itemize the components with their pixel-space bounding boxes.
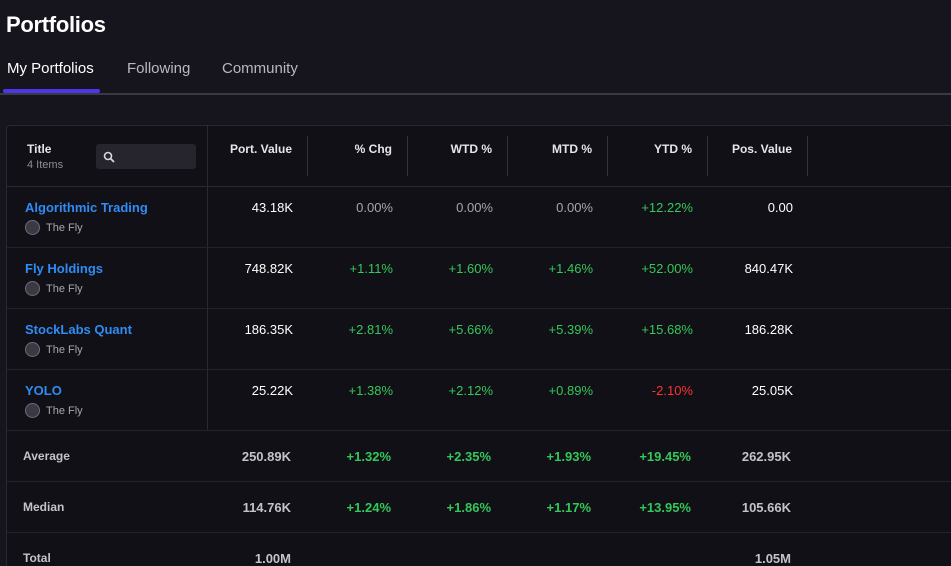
avatar: [25, 342, 40, 357]
table-row[interactable]: YOLO The Fly 25.22K +1.38% +2.12% +0.89%…: [7, 370, 951, 431]
portfolio-name-link[interactable]: StockLabs Quant: [25, 322, 132, 337]
table-row[interactable]: Algorithmic Trading The Fly 43.18K 0.00%…: [7, 187, 951, 248]
summary-row-average: Average 250.89K +1.32% +2.35% +1.93% +19…: [7, 431, 951, 482]
summary-label: Average: [23, 449, 70, 463]
port-value-cell: 186.35K: [244, 322, 293, 337]
port-value-cell: 25.22K: [251, 383, 293, 398]
ytd-cell: +52.00%: [641, 261, 693, 276]
portfolio-name-link[interactable]: YOLO: [25, 383, 62, 398]
header-pct-chg[interactable]: % Chg: [354, 142, 392, 156]
table-row[interactable]: Fly Holdings The Fly 748.82K +1.11% +1.6…: [7, 248, 951, 309]
summary-port-value: 1.00M: [254, 551, 291, 566]
pct-chg-cell: +1.11%: [349, 261, 394, 276]
wtd-cell: +1.60%: [448, 261, 493, 276]
owner-name: The Fly: [46, 404, 83, 417]
summary-label: Total: [23, 551, 51, 565]
avatar: [25, 220, 40, 235]
mtd-cell: +5.39%: [548, 322, 593, 337]
table-row[interactable]: StockLabs Quant The Fly 186.35K +2.81% +…: [7, 309, 951, 370]
column-divider[interactable]: [607, 136, 608, 176]
column-divider[interactable]: [507, 136, 508, 176]
mtd-cell: +1.46%: [548, 261, 593, 276]
search-field[interactable]: [119, 150, 189, 163]
tab-my-portfolios[interactable]: My Portfolios: [7, 60, 94, 77]
column-divider[interactable]: [307, 136, 308, 176]
ytd-cell: +15.68%: [641, 322, 693, 337]
summary-row-median: Median 114.76K +1.24% +1.86% +1.17% +13.…: [7, 482, 951, 533]
wtd-cell: +5.66%: [448, 322, 493, 337]
port-value-cell: 43.18K: [251, 200, 293, 215]
portfolio-name-link[interactable]: Algorithmic Trading: [25, 200, 148, 215]
column-divider[interactable]: [807, 136, 808, 176]
summary-port-value: 250.89K: [241, 449, 291, 464]
summary-pos-value: 1.05M: [754, 551, 791, 566]
summary-mtd: +1.93%: [546, 449, 591, 464]
summary-pct-chg: +1.24%: [346, 500, 391, 515]
summary-wtd: +1.86%: [446, 500, 491, 515]
wtd-cell: 0.00%: [456, 200, 493, 215]
summary-port-value: 114.76K: [242, 500, 291, 515]
active-tab-indicator: [3, 89, 100, 93]
ytd-cell: +12.22%: [641, 200, 693, 215]
header-pos-value[interactable]: Pos. Value: [731, 142, 792, 156]
summary-mtd: +1.17%: [546, 500, 591, 515]
header-port-value[interactable]: Port. Value: [229, 142, 292, 156]
owner: The Fly: [25, 281, 83, 296]
summary-pos-value: 105.66K: [741, 500, 791, 515]
owner: The Fly: [25, 220, 83, 235]
header-wtd[interactable]: WTD %: [450, 142, 492, 156]
search-input[interactable]: [96, 144, 196, 169]
portfolio-name-link[interactable]: Fly Holdings: [25, 261, 103, 276]
page-title: Portfolios: [6, 12, 106, 37]
tab-bar: My Portfolios Following Community: [0, 58, 951, 95]
portfolios-table: Title 4 Items Port. Value % Chg WTD % MT…: [6, 125, 951, 566]
pos-value-cell: 0.00: [767, 200, 793, 215]
mtd-cell: 0.00%: [556, 200, 593, 215]
pos-value-cell: 25.05K: [751, 383, 793, 398]
summary-ytd: +13.95%: [639, 500, 691, 515]
header-mtd[interactable]: MTD %: [552, 142, 592, 156]
summary-ytd: +19.45%: [639, 449, 691, 464]
pos-value-cell: 186.28K: [744, 322, 793, 337]
owner-name: The Fly: [46, 221, 83, 234]
tab-following[interactable]: Following: [127, 60, 191, 77]
owner-name: The Fly: [46, 282, 83, 295]
summary-pos-value: 262.95K: [741, 449, 791, 464]
tab-community[interactable]: Community: [222, 60, 298, 77]
search-icon: [103, 151, 115, 163]
summary-pct-chg: +1.32%: [346, 449, 391, 464]
header-title[interactable]: Title: [27, 142, 52, 156]
avatar: [25, 281, 40, 296]
column-divider[interactable]: [407, 136, 408, 176]
table-header: Title 4 Items Port. Value % Chg WTD % MT…: [7, 126, 951, 187]
items-count: 4 Items: [27, 159, 64, 171]
pct-chg-cell: 0.00%: [356, 200, 393, 215]
summary-label: Median: [23, 500, 65, 514]
owner: The Fly: [25, 403, 83, 418]
port-value-cell: 748.82K: [244, 261, 293, 276]
pos-value-cell: 840.47K: [744, 261, 793, 276]
summary-row-total: Total 1.00M 1.05M: [7, 533, 951, 566]
pct-chg-cell: +1.38%: [348, 383, 393, 398]
owner-name: The Fly: [46, 343, 83, 356]
summary-wtd: +2.35%: [446, 449, 491, 464]
title-column-divider: [207, 126, 208, 431]
mtd-cell: +0.89%: [548, 383, 593, 398]
ytd-cell: -2.10%: [651, 383, 693, 398]
wtd-cell: +2.12%: [448, 383, 493, 398]
owner: The Fly: [25, 342, 83, 357]
avatar: [25, 403, 40, 418]
header-ytd[interactable]: YTD %: [653, 142, 692, 156]
column-divider[interactable]: [707, 136, 708, 176]
pct-chg-cell: +2.81%: [348, 322, 393, 337]
